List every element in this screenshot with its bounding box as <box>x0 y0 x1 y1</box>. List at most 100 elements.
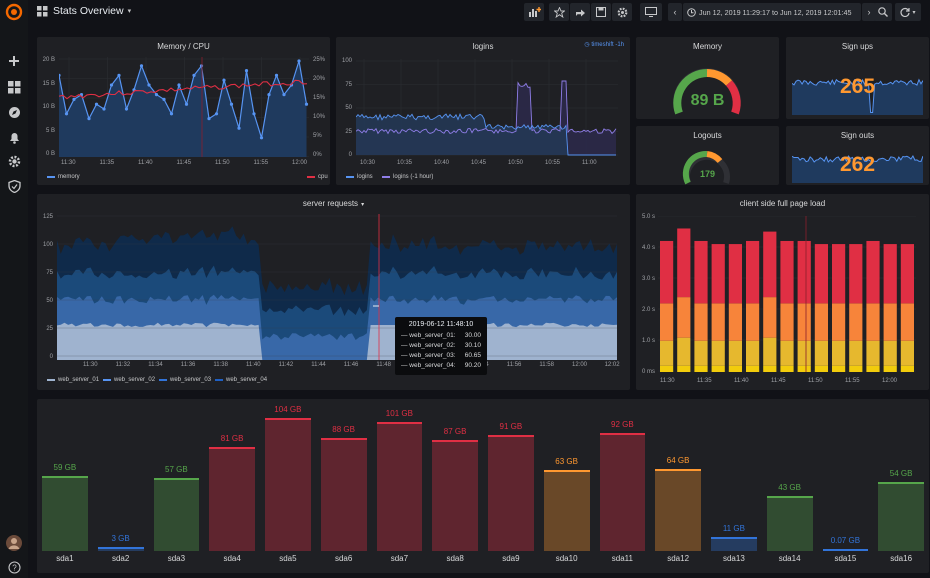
legend-label[interactable]: logins <box>357 174 373 180</box>
stacked-bar-segment[interactable] <box>849 365 863 372</box>
disk-bar[interactable] <box>543 470 590 551</box>
legend-memory[interactable]: memory <box>47 174 80 180</box>
stacked-bar-segment[interactable] <box>780 303 794 341</box>
stacked-bar-segment[interactable] <box>711 340 725 366</box>
stacked-bar-segment[interactable] <box>832 365 846 372</box>
panel-logouts[interactable]: Logouts 179 <box>636 126 779 185</box>
tv-mode-button[interactable] <box>640 3 662 21</box>
stacked-bar-segment[interactable] <box>746 365 760 372</box>
zoom-out-button[interactable] <box>874 3 892 21</box>
stacked-bar-segment[interactable] <box>677 228 691 298</box>
disk-bar[interactable] <box>153 478 200 551</box>
stacked-bar-segment[interactable] <box>832 303 846 341</box>
stacked-bar-segment[interactable] <box>900 340 914 366</box>
logins-graph[interactable] <box>356 59 618 157</box>
stacked-bar-segment[interactable] <box>883 303 897 341</box>
stacked-bar-segment[interactable] <box>677 365 691 372</box>
shield-icon[interactable] <box>4 176 24 196</box>
panel-memory-cpu[interactable]: Memory / CPU 20 B 15 B 10 B 5 B 0 B 25% 20% 15%… <box>37 37 330 185</box>
stacked-bar-segment[interactable] <box>866 240 880 304</box>
legend-label[interactable]: memory <box>58 174 80 180</box>
stacked-bar-segment[interactable] <box>746 340 760 366</box>
save-button[interactable] <box>591 3 611 21</box>
server-requests-graph[interactable] <box>57 214 617 360</box>
time-forward-button[interactable]: › <box>862 3 876 21</box>
panel-title[interactable]: Sign outs <box>840 131 875 140</box>
help-icon[interactable]: ? <box>4 557 24 577</box>
chevron-down-icon[interactable]: ▾ <box>127 8 132 15</box>
stacked-bar-segment[interactable] <box>780 240 794 304</box>
panel-disk-usage[interactable]: 59 GB sda1 3 GB sda2 57 GB sda3 81 GB sda4 104 G… <box>37 399 929 573</box>
add-panel-button[interactable] <box>524 3 544 21</box>
panel-logins[interactable]: logins ◷ timeshift -1h 100 75 50 25 0 10:30 10… <box>336 37 630 185</box>
legend-label[interactable]: cpu <box>318 174 328 180</box>
disk-bar[interactable] <box>878 481 924 551</box>
share-button[interactable] <box>570 3 590 21</box>
dashboard-title[interactable]: Stats Overview ▾ <box>53 5 131 17</box>
page-load-bar-chart[interactable] <box>658 216 916 376</box>
legend-label[interactable]: web_server_04 <box>226 377 268 383</box>
disk-bar[interactable] <box>320 438 367 551</box>
legend-web-server[interactable]: web_server_02 <box>103 377 155 383</box>
stacked-bar-segment[interactable] <box>900 244 914 304</box>
stacked-bar-segment[interactable] <box>694 365 708 372</box>
stacked-bar-segment[interactable] <box>728 244 742 304</box>
stacked-bar-segment[interactable] <box>849 244 863 304</box>
legend-logins-1h[interactable]: logins (-1 hour) <box>382 174 433 180</box>
stacked-bar-segment[interactable] <box>763 337 777 366</box>
explore-icon[interactable] <box>4 102 24 122</box>
stacked-bar-segment[interactable] <box>780 340 794 366</box>
panel-title[interactable]: Memory / CPU <box>157 42 210 51</box>
stacked-bar-segment[interactable] <box>763 365 777 372</box>
stacked-bar-segment[interactable] <box>814 365 828 372</box>
stacked-bar-segment[interactable] <box>660 340 674 366</box>
stacked-bar-segment[interactable] <box>866 365 880 372</box>
stacked-bar-segment[interactable] <box>763 297 777 338</box>
legend-web-server[interactable]: web_server_04 <box>215 377 267 383</box>
stacked-bar-segment[interactable] <box>832 340 846 366</box>
stacked-bar-segment[interactable] <box>849 303 863 341</box>
stacked-bar-segment[interactable] <box>711 244 725 304</box>
stacked-bar-segment[interactable] <box>660 365 674 372</box>
panel-client-page-load[interactable]: client side full page load 5.0 s 4.0 s 3.0… <box>636 194 929 390</box>
time-back-button[interactable]: ‹ <box>668 3 682 21</box>
stacked-bar-segment[interactable] <box>797 340 811 366</box>
stacked-bar-segment[interactable] <box>660 240 674 304</box>
disk-bar[interactable] <box>265 417 311 551</box>
stacked-bar-segment[interactable] <box>746 240 760 304</box>
disk-bar[interactable] <box>376 421 423 551</box>
star-button[interactable] <box>549 3 569 21</box>
stacked-bar-segment[interactable] <box>814 340 828 366</box>
disk-bar[interactable] <box>655 469 701 551</box>
stacked-bar-segment[interactable] <box>677 337 691 366</box>
legend-logins[interactable]: logins <box>346 174 373 180</box>
stacked-bar-segment[interactable] <box>728 303 742 341</box>
memory-cpu-graph[interactable] <box>59 57 309 157</box>
stacked-bar-segment[interactable] <box>849 340 863 366</box>
refresh-button[interactable]: ▾ <box>895 3 921 21</box>
legend-label[interactable]: web_server_02 <box>114 377 156 383</box>
stacked-bar-segment[interactable] <box>728 365 742 372</box>
panel-sign-outs[interactable]: Sign outs 262 <box>786 126 929 185</box>
disk-bar[interactable] <box>822 549 869 551</box>
disk-bar[interactable] <box>209 447 255 551</box>
stacked-bar-segment[interactable] <box>694 240 708 304</box>
stacked-bar-segment[interactable] <box>728 340 742 366</box>
panel-title[interactable]: server requests ▾ <box>37 199 630 208</box>
panel-title[interactable]: Logouts <box>693 131 722 140</box>
stacked-bar-segment[interactable] <box>883 340 897 366</box>
legend-label[interactable]: web_server_03 <box>170 377 212 383</box>
stacked-bar-segment[interactable] <box>694 303 708 341</box>
disk-bar[interactable] <box>766 495 813 551</box>
panel-title[interactable]: logins <box>472 42 494 51</box>
stacked-bar-segment[interactable] <box>866 303 880 341</box>
panel-server-requests[interactable]: server requests ▾ 125 100 75 50 25 0 11:30 11:32… <box>37 194 630 390</box>
stacked-bar-segment[interactable] <box>660 303 674 341</box>
panel-memory-gauge[interactable]: Memory 89 B <box>636 37 779 119</box>
stacked-bar-segment[interactable] <box>797 365 811 372</box>
panel-sign-ups[interactable]: Sign ups 265 <box>786 37 929 119</box>
panel-title[interactable]: client side full page load <box>739 199 826 208</box>
bell-icon[interactable] <box>4 127 24 147</box>
stacked-bar-segment[interactable] <box>763 231 777 298</box>
panel-title[interactable]: Memory <box>693 42 722 51</box>
